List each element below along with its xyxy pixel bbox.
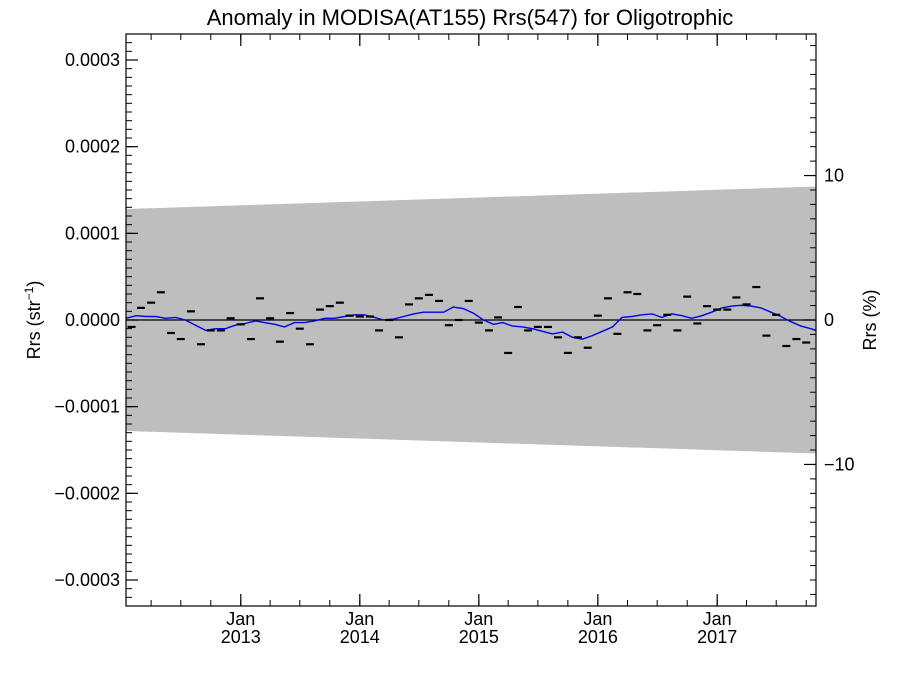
left-tick-label: 0.0000 (65, 310, 120, 330)
x-tick-label-year: 2014 (340, 627, 380, 647)
x-tick-label-month: Jan (226, 609, 255, 629)
x-tick-label-year: 2017 (697, 627, 737, 647)
left-axis: 0.0003 0.0002 0.0001 0.0000 −0.0001 −0.0002 −0… (54, 42, 138, 607)
left-axis-label-sup: −1 (22, 286, 36, 300)
x-tick-label-year: 2016 (578, 627, 618, 647)
marker-layer (127, 285, 811, 355)
x-tick-label-year: 2013 (221, 627, 261, 647)
left-tick-label: 0.0003 (65, 50, 120, 70)
right-tick-label: 0 (824, 310, 834, 330)
x-tick-label-month: Jan (345, 609, 374, 629)
left-axis-label-main: Rrs (str (24, 300, 44, 359)
left-tick-label: 0.0002 (65, 137, 120, 157)
right-axis-label: Rrs (%) (860, 290, 880, 351)
right-tick-label: −10 (824, 454, 855, 474)
right-axis: 10 0 −10 (804, 45, 855, 595)
left-tick-label: 0.0001 (65, 223, 120, 243)
x-tick-label-year: 2015 (459, 627, 499, 647)
chart-title: Anomaly in MODISA(AT155) Rrs(547) for Ol… (207, 5, 734, 30)
x-tick-label-month: Jan (464, 609, 493, 629)
x-tick-label-month: Jan (583, 609, 612, 629)
left-tick-label: −0.0001 (54, 397, 120, 417)
right-tick-label: 10 (824, 166, 844, 186)
left-tick-label: −0.0003 (54, 570, 120, 590)
left-axis-label: Rrs (str−1) (22, 281, 44, 360)
x-tick-label-month: Jan (703, 609, 732, 629)
left-axis-label-close: ) (24, 281, 44, 287)
left-tick-label: −0.0002 (54, 483, 120, 503)
